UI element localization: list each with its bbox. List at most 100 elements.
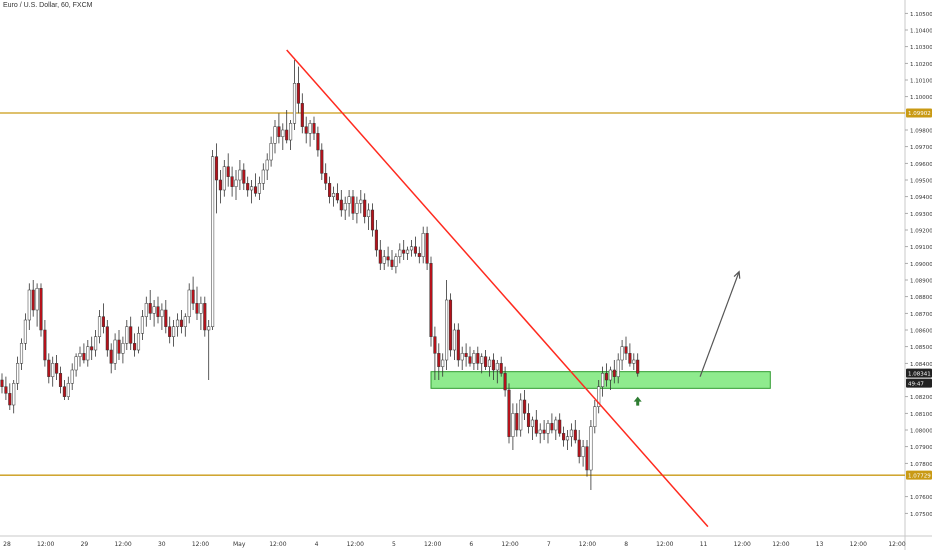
candle-bear [484, 356, 488, 367]
candle-bear [448, 299, 453, 351]
time-tick-label: 12:00 [888, 541, 905, 548]
candle-bear [523, 399, 527, 414]
trendline-layer [286, 49, 741, 528]
candle-bear [285, 129, 289, 141]
candle-bull [589, 426, 593, 471]
candle-bear [4, 386, 8, 394]
candle-bear [168, 326, 172, 337]
candle-bear [230, 176, 234, 187]
candle-bear [105, 326, 109, 351]
candle-bear [386, 256, 390, 261]
candle-bull [343, 203, 347, 211]
price-tick-label: 1.09400 [910, 195, 932, 201]
candle-bear [370, 209, 375, 231]
candle-bull [78, 353, 82, 357]
candle-bull [234, 179, 238, 187]
candle-bull [495, 363, 499, 371]
time-tick-label: 13 [816, 541, 824, 548]
candle-bear [226, 166, 230, 177]
current-price-badge [906, 368, 932, 378]
price-tick-label: 1.08500 [910, 345, 932, 351]
price-tick-label: 1.10100 [910, 79, 932, 85]
downtrend-line[interactable] [286, 49, 709, 528]
candle-bear [304, 126, 308, 134]
price-axis: 1.10500 1.10400 1.10300 1.10200 1.10100 1.100… [905, 12, 932, 518]
candle-bull [441, 359, 445, 367]
candle-bull [144, 303, 148, 317]
price-tick-label: 1.08400 [910, 362, 932, 368]
price-tick-label: 1.09000 [910, 262, 932, 268]
candle-bull [367, 209, 371, 217]
zone-rectangle[interactable] [430, 371, 771, 389]
candle-bear [316, 133, 320, 151]
candle-bull [382, 256, 386, 264]
candle-bear [390, 259, 394, 267]
candle-bull [546, 423, 550, 434]
candle-bear [476, 353, 480, 364]
candle-bull [355, 203, 359, 214]
price-tick-label: 1.10400 [910, 29, 932, 35]
time-tick-label: 12:00 [850, 541, 867, 548]
candle-bull [538, 429, 542, 434]
candle-bull [530, 419, 534, 427]
candle-bull [19, 343, 24, 364]
candle-bull [175, 319, 180, 327]
price-tick-label: 1.07600 [910, 495, 932, 501]
candle-bull [460, 353, 464, 361]
time-tick-label: 5 [392, 541, 396, 548]
candle-bull [273, 126, 277, 144]
price-tick-label: 1.07800 [910, 462, 932, 468]
candle-bull [66, 383, 70, 397]
candle-bear [558, 419, 562, 434]
time-tick-label: 12:00 [772, 541, 789, 548]
candle-bull [12, 383, 16, 406]
candle-bear [577, 439, 581, 457]
symbol-title: Euro / U.S. Dollar, 60, FXCM [3, 2, 93, 9]
candle-bear [402, 249, 406, 254]
time-tick-label: 12:00 [114, 541, 131, 548]
candle-bull [519, 399, 523, 431]
candle-bull [620, 346, 624, 361]
candle-bear [43, 329, 47, 361]
candle-bear [82, 353, 86, 361]
candle-bear [117, 339, 121, 354]
candle-bear [628, 353, 632, 364]
candle-bull [265, 159, 269, 171]
price-badges: 1.09902 1.07729 1.08341 49:47 [906, 108, 932, 480]
candle-bear [612, 369, 616, 377]
candle-bull [597, 386, 601, 407]
candle-bull [257, 183, 261, 194]
price-tick-label: 1.10000 [910, 95, 932, 101]
candle-bull [409, 246, 414, 251]
candle-bear [62, 386, 66, 397]
time-tick-label: 30 [158, 541, 166, 548]
candle-bear [562, 433, 566, 441]
candle-bull [97, 316, 102, 337]
candle-bull [472, 353, 476, 364]
candle-bull [23, 319, 27, 344]
candle-bear [464, 353, 468, 357]
price-tick-label: 1.09200 [910, 229, 932, 235]
candle-bull [261, 169, 265, 184]
candle-bear [148, 303, 152, 314]
candle-bull [281, 129, 285, 137]
candle-bull [94, 336, 98, 351]
candle-bull [593, 406, 597, 427]
candle-bear [320, 149, 324, 174]
resistance-badge [906, 108, 932, 118]
projection-arrow[interactable] [699, 271, 740, 377]
time-tick-label: 12:00 [734, 541, 751, 548]
candle-bull [16, 363, 20, 384]
candle-bull [70, 369, 74, 384]
candle-bear [246, 183, 250, 191]
candle-bull [222, 166, 226, 191]
time-tick-label: 12:00 [579, 541, 596, 548]
candle-bull [136, 333, 141, 351]
price-tick-label: 1.10200 [910, 62, 932, 68]
candle-bull [35, 288, 39, 311]
candle-bull [565, 436, 570, 441]
candle-bear [534, 419, 538, 434]
candle-bull [601, 373, 605, 387]
